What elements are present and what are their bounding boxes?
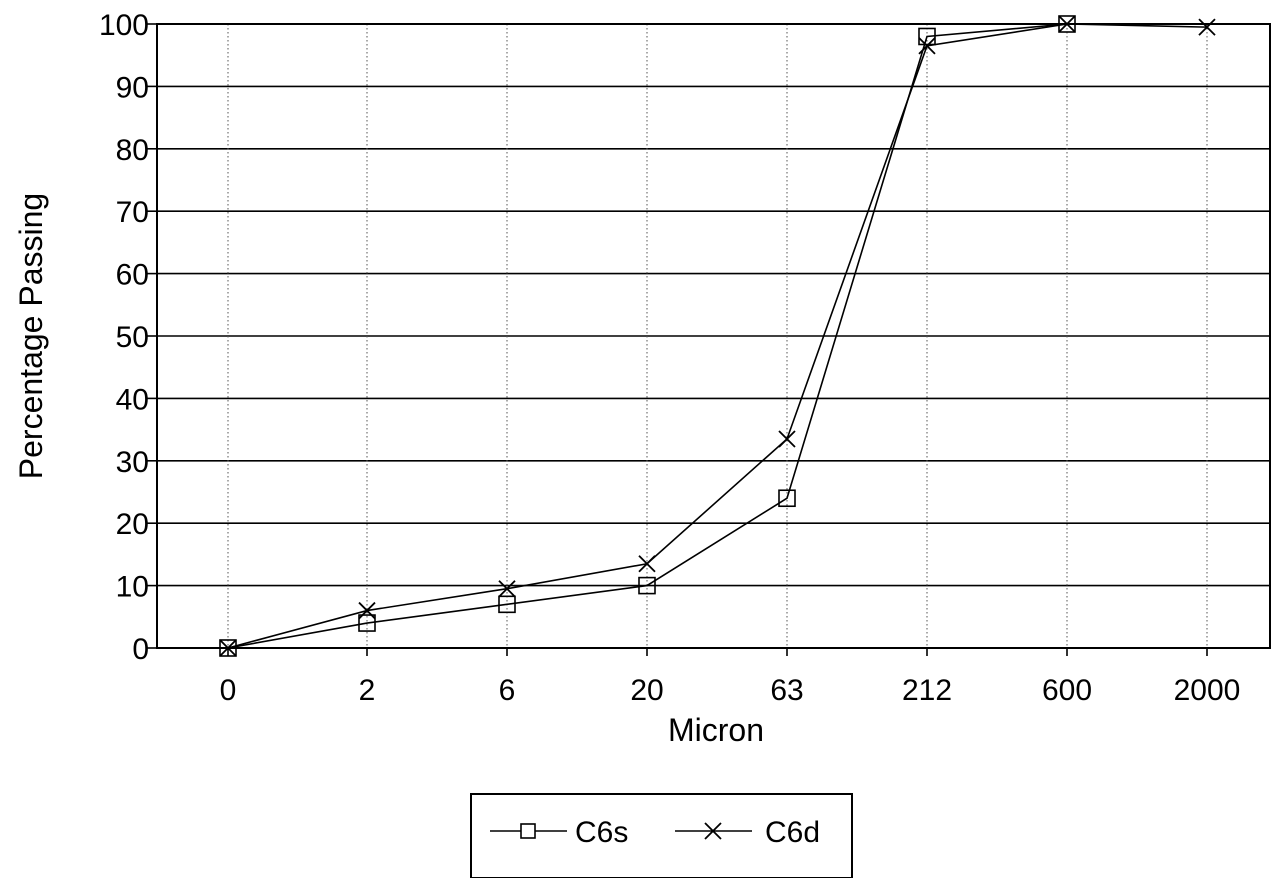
x-tick-label: 0 bbox=[220, 674, 237, 707]
y-tick-label: 100 bbox=[99, 9, 149, 42]
y-tick-label: 20 bbox=[116, 508, 149, 541]
y-tick-label: 90 bbox=[116, 71, 149, 104]
series-line-c6d bbox=[227, 23, 1208, 649]
data-point-c6d bbox=[918, 37, 936, 55]
legend-item-c6d: C6d bbox=[675, 816, 820, 849]
x-tick-label: 20 bbox=[630, 674, 663, 707]
data-point-c6d bbox=[219, 639, 237, 657]
y-tick-label: 50 bbox=[116, 321, 149, 354]
x-tick-label: 6 bbox=[499, 674, 516, 707]
x-axis-label: Micron bbox=[668, 712, 764, 748]
legend-marker-c6d bbox=[704, 822, 722, 840]
data-point-c6s bbox=[918, 27, 936, 46]
data-point-c6d bbox=[638, 555, 656, 573]
data-point-c6d bbox=[1058, 15, 1076, 33]
y-tick-label: 0 bbox=[132, 633, 149, 666]
x-tick-label: 2000 bbox=[1174, 674, 1241, 707]
y-tick-label: 70 bbox=[116, 196, 149, 229]
data-point-c6s bbox=[358, 614, 376, 632]
y-axis-ticks: 0 10 20 30 40 50 60 70 80 90 100 bbox=[99, 9, 157, 666]
x-tick-label: 2 bbox=[359, 674, 376, 707]
legend-item-c6s: C6s bbox=[490, 816, 628, 849]
series-group bbox=[219, 15, 1216, 657]
y-axis-label: Percentage Passing bbox=[13, 193, 49, 479]
x-tick-label: 212 bbox=[902, 674, 952, 707]
data-point-c6d bbox=[1198, 18, 1216, 36]
x-axis-ticks: 0 2 6 20 63 212 600 2000 bbox=[220, 648, 1241, 707]
data-point-c6d bbox=[358, 601, 376, 620]
y-tick-label: 10 bbox=[116, 571, 149, 604]
y-tick-label: 40 bbox=[116, 383, 149, 416]
data-point-c6s bbox=[219, 639, 237, 657]
y-tick-label: 30 bbox=[116, 446, 149, 479]
legend: C6s C6d bbox=[470, 793, 853, 878]
y-tick-label: 60 bbox=[116, 259, 149, 292]
series-line-c6s bbox=[227, 23, 1068, 649]
data-point-c6s bbox=[498, 595, 516, 614]
data-point-c6d bbox=[498, 580, 516, 598]
data-point-c6d bbox=[778, 430, 796, 448]
data-point-c6s bbox=[778, 489, 796, 508]
grid bbox=[157, 23, 1270, 649]
x-tick-label: 600 bbox=[1042, 674, 1092, 707]
legend-marker-c6s bbox=[520, 823, 536, 839]
x-tick-label: 63 bbox=[770, 674, 803, 707]
data-point-c6s bbox=[638, 576, 656, 595]
legend-label-c6s: C6s bbox=[575, 816, 628, 849]
y-tick-label: 80 bbox=[116, 134, 149, 167]
legend-label-c6d: C6d bbox=[765, 816, 820, 849]
